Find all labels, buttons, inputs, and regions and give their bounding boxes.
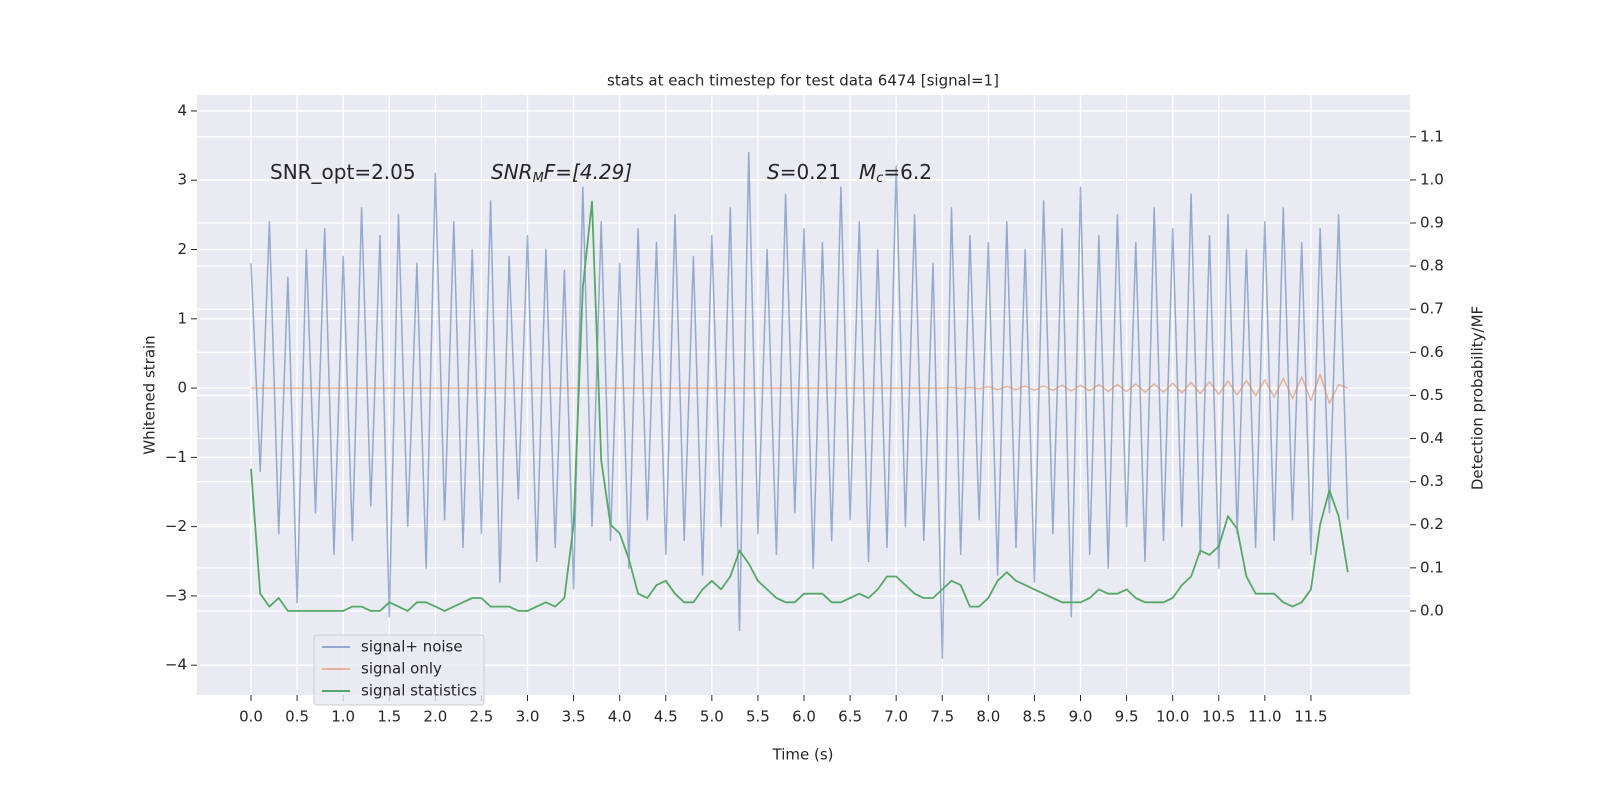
- annotation-part: =0.21: [780, 160, 841, 184]
- x-tick-label: 0.5: [285, 708, 309, 726]
- legend-label: signal only: [361, 660, 442, 678]
- annotation: Mc=6.2: [859, 160, 932, 186]
- x-tick-label: 5.5: [746, 708, 770, 726]
- x-tick-label: 3.5: [562, 708, 586, 726]
- legend: signal+ noise signal only signal statistic…: [313, 634, 485, 706]
- x-tick-label: 2.5: [469, 708, 493, 726]
- x-tick-label: 9.5: [1115, 708, 1139, 726]
- y2-tick-label: 0.7: [1420, 300, 1444, 318]
- y-tick-label: −4: [165, 656, 187, 674]
- y2-tick-label: 0.6: [1420, 343, 1444, 361]
- x-tick-label: 7.0: [884, 708, 908, 726]
- legend-label: signal+ noise: [361, 638, 463, 656]
- y2-tick-label: 0.9: [1420, 214, 1444, 232]
- series-line: [251, 373, 1349, 405]
- x-tick-label: 10.5: [1202, 708, 1235, 726]
- y2-tick-label: 0.3: [1420, 472, 1444, 490]
- legend-label: signal statistics: [361, 682, 477, 700]
- x-tick-label: 4.0: [608, 708, 632, 726]
- x-tick-label: 10.0: [1156, 708, 1189, 726]
- x-tick-label: 8.0: [976, 708, 1000, 726]
- annotation-part: M: [859, 160, 876, 184]
- y-tick-label: 1: [177, 309, 187, 327]
- x-tick-label: 1.5: [377, 708, 401, 726]
- annotation-part: SNR_opt=2.05: [270, 160, 416, 184]
- x-tick-label: 4.5: [654, 708, 678, 726]
- y-tick-label: −3: [165, 586, 187, 604]
- x-tick-label: 1.0: [331, 708, 355, 726]
- x-tick-label: 8.5: [1022, 708, 1046, 726]
- x-tick-label: 0.0: [239, 708, 263, 726]
- annotation-part: =6.2: [883, 160, 932, 184]
- y2-tick-label: 0.8: [1420, 257, 1444, 275]
- y2-tick-label: 0.4: [1420, 429, 1444, 447]
- x-tick-label: 9.0: [1069, 708, 1093, 726]
- y-tick-label: −2: [165, 517, 187, 535]
- y-tick-label: 4: [177, 101, 187, 119]
- x-tick-label: 7.5: [930, 708, 954, 726]
- series-line: [250, 200, 1349, 612]
- x-tick-label: 11.0: [1248, 708, 1281, 726]
- annotation: S=0.21: [767, 160, 841, 184]
- annotation-part: SNR: [491, 160, 533, 184]
- y-tick-label: −1: [165, 448, 187, 466]
- x-tick-label: 11.5: [1294, 708, 1327, 726]
- legend-box: [313, 634, 485, 706]
- y-tick-label: 3: [177, 171, 187, 189]
- x-tick-label: 6.0: [792, 708, 816, 726]
- x-tick-label: 3.0: [516, 708, 540, 726]
- grid: [197, 95, 1410, 695]
- x-axis-label: Time (s): [772, 746, 834, 764]
- y-tick-label: 0: [177, 379, 187, 397]
- annotation-part: F=[4.29]: [544, 160, 632, 184]
- y2-tick-label: 1.1: [1420, 127, 1444, 145]
- annotation-part: c: [876, 171, 883, 186]
- y2-tick-label: 1.0: [1420, 170, 1444, 188]
- x-tick-label: 2.0: [423, 708, 447, 726]
- x-tick-label: 6.5: [838, 708, 862, 726]
- series-line: [250, 151, 1349, 660]
- annotation: SNRMF=[4.29]: [491, 160, 632, 186]
- chart-title: stats at each timestep for test data 647…: [607, 72, 999, 90]
- x-tick-label: 5.0: [700, 708, 724, 726]
- y2-tick-label: 0.5: [1420, 386, 1444, 404]
- annotation: SNR_opt=2.05: [270, 160, 416, 184]
- y-axis-label: Whitened strain: [141, 335, 159, 454]
- annotation-part: M: [533, 171, 544, 186]
- y2-tick-label: 0.0: [1420, 601, 1444, 619]
- y2-tick-label: 0.2: [1420, 515, 1444, 533]
- y2-tick-label: 0.1: [1420, 558, 1444, 576]
- annotation-part: S: [767, 160, 780, 184]
- y2-axis-label: Detection probability/MF: [1469, 306, 1487, 490]
- y-tick-label: 2: [177, 240, 187, 258]
